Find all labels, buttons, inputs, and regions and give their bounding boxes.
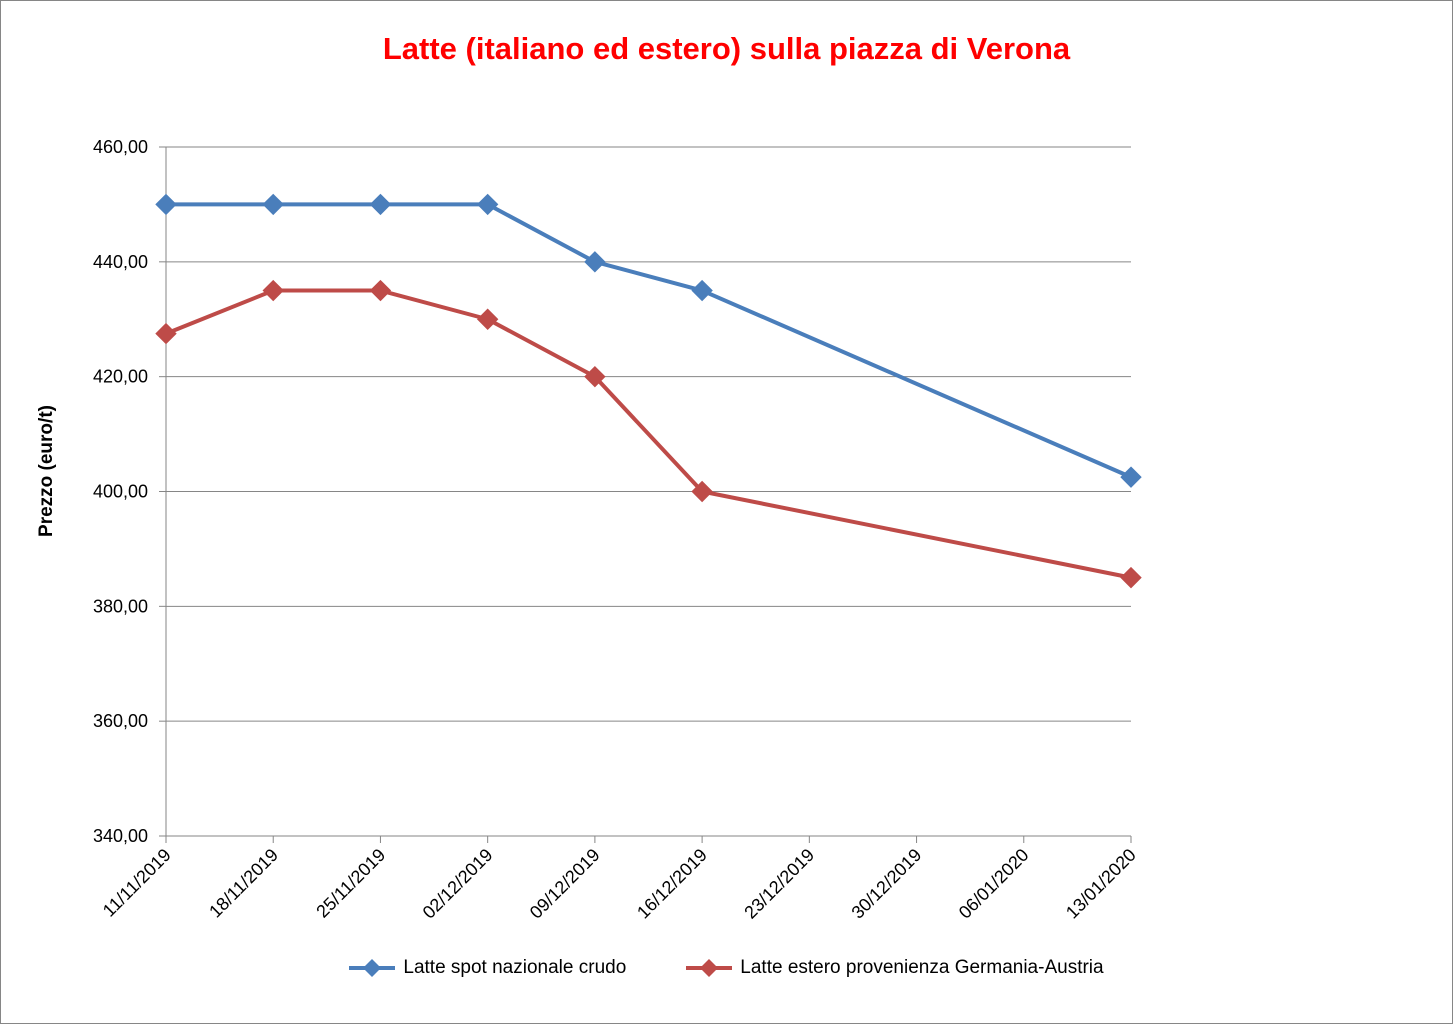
data-point <box>691 480 713 503</box>
data-point <box>584 365 606 388</box>
x-tick-label: 02/12/2019 <box>419 845 497 923</box>
x-tick-label: 13/01/2020 <box>1062 845 1140 923</box>
x-tick-label: 18/11/2019 <box>205 845 282 922</box>
chart-title: Latte (italiano ed estero) sulla piazza … <box>382 31 1071 66</box>
data-point <box>262 279 284 302</box>
data-point <box>1120 466 1142 488</box>
x-tick-label: 23/12/2019 <box>740 845 818 923</box>
data-point <box>584 251 606 273</box>
x-tick-label: 06/01/2020 <box>955 845 1033 923</box>
x-tick-label: 11/11/2019 <box>99 845 175 921</box>
data-point <box>369 279 392 302</box>
legend-swatch <box>349 959 396 977</box>
legend: Latte spot nazionale crudo Latte estero p… <box>1 956 1452 980</box>
legend-swatch <box>686 959 733 977</box>
data-point <box>155 193 177 216</box>
legend-label: Latte spot nazionale crudo <box>403 957 627 978</box>
y-tick-label: 460,00 <box>93 137 148 157</box>
data-point <box>155 322 177 345</box>
data-point <box>691 279 713 302</box>
data-point <box>1120 566 1142 589</box>
y-tick-label: 340,00 <box>93 826 148 846</box>
y-tick-label: 420,00 <box>93 367 148 387</box>
data-point <box>262 193 284 216</box>
legend-label: Latte estero provenienza Germania-Austri… <box>740 957 1104 978</box>
series-line <box>165 288 1132 580</box>
data-point <box>476 193 499 216</box>
y-tick-label: 400,00 <box>93 482 148 502</box>
x-tick-label: 16/12/2019 <box>633 845 711 923</box>
x-tick-label: 25/11/2019 <box>312 845 389 922</box>
data-point <box>476 308 499 330</box>
legend-item: Latte spot nazionale crudo <box>349 956 626 980</box>
y-tick-label: 440,00 <box>93 252 148 272</box>
legend-item: Latte estero provenienza Germania-Austri… <box>686 956 1104 980</box>
y-tick-label: 360,00 <box>93 711 148 731</box>
x-tick-label: 30/12/2019 <box>848 845 926 923</box>
data-point <box>369 193 392 216</box>
y-tick-label: 380,00 <box>93 596 148 616</box>
x-tick-label: 09/12/2019 <box>526 845 604 923</box>
